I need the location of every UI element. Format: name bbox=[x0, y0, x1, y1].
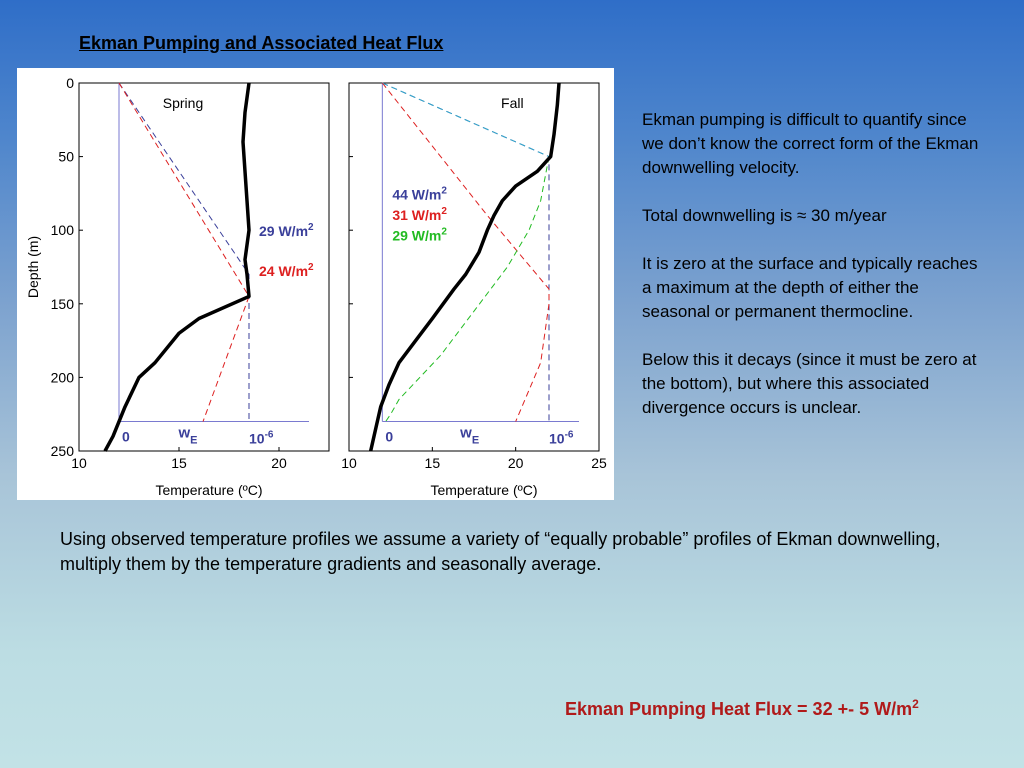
panel-1-flux-label-red: 24 W/m2 bbox=[259, 262, 314, 279]
paragraph-4: Below this it decays (since it must be z… bbox=[642, 350, 977, 417]
panel-2-season-label: Fall bbox=[501, 95, 524, 111]
panel-1-y-tick-label: 150 bbox=[51, 296, 75, 312]
panel-2-flux-label-green: 29 W/m2 bbox=[392, 227, 447, 244]
panel-2-we-name-label: wE bbox=[459, 425, 479, 447]
panel-1-x-tick-label: 10 bbox=[71, 455, 87, 471]
panel-2-x-tick-label: 25 bbox=[591, 455, 607, 471]
panel-1-we-max-label: 10-6 bbox=[249, 430, 274, 447]
panel-1-y-tick-label: 250 bbox=[51, 443, 75, 459]
explanation-text: Ekman pumping is difficult to quantify s… bbox=[642, 108, 982, 444]
paragraph-2: Total downwelling is ≈ 30 m/year bbox=[642, 206, 887, 225]
panel-2-group: 10 15 20 25 Temperature (ºC) Fall 0 wE 10-6 44 W/… bbox=[341, 82, 607, 498]
panel-1-x-tick-label: 15 bbox=[171, 455, 187, 471]
panel-2-x-axis-label: Temperature (ºC) bbox=[430, 482, 537, 498]
paragraph-3: It is zero at the surface and typically … bbox=[642, 254, 978, 321]
panel-1-y-axis-label: Depth (m) bbox=[25, 236, 41, 298]
ekman-figure: 10 15 20 0 50 100 150 200 250 Temperature (ºC) Dep… bbox=[17, 68, 614, 500]
panel-1-ekman-profile-red bbox=[118, 82, 250, 422]
panel-2-x-tick-label: 15 bbox=[425, 455, 441, 471]
panel-2-x-tick-label: 20 bbox=[508, 455, 524, 471]
panel-2-ekman-profile-blue bbox=[382, 82, 550, 422]
panel-2-flux-label-blue: 44 W/m2 bbox=[392, 185, 447, 202]
panel-2-flux-label-red: 31 W/m2 bbox=[392, 206, 447, 223]
panel-1-y-tick-label: 50 bbox=[58, 149, 74, 165]
heat-flux-summary: Ekman Pumping Heat Flux = 32 +- 5 W/m2 bbox=[565, 697, 919, 720]
panel-2-ekman-profile-cyan bbox=[382, 82, 550, 158]
panel-1-y-tick-label: 100 bbox=[51, 222, 75, 238]
method-text: Using observed temperature profiles we a… bbox=[60, 529, 941, 574]
panel-2-ekman-profile-green bbox=[385, 156, 550, 422]
slide-title: Ekman Pumping and Associated Heat Flux bbox=[79, 33, 444, 53]
panel-1-y-tick-label: 200 bbox=[51, 369, 75, 385]
panel-2-temperature-profile bbox=[368, 82, 561, 452]
panel-1-y-tick-label: 0 bbox=[66, 75, 74, 91]
panel-2-we-max-label: 10-6 bbox=[549, 430, 574, 447]
panel-1-temperature-profile bbox=[103, 82, 251, 452]
summary-superscript: 2 bbox=[912, 697, 919, 711]
panel-2-we-zero-label: 0 bbox=[385, 429, 393, 445]
panel-1-flux-label-blue: 29 W/m2 bbox=[259, 222, 314, 239]
paragraph-1: Ekman pumping is difficult to quantify s… bbox=[642, 110, 979, 177]
panel-1-x-axis-label: Temperature (ºC) bbox=[155, 482, 262, 498]
panel-1-frame bbox=[78, 82, 330, 452]
panel-2-frame bbox=[348, 82, 600, 452]
summary-text: Ekman Pumping Heat Flux = 32 +- 5 W/m bbox=[565, 699, 913, 719]
panel-2-ekman-profile-red bbox=[381, 82, 550, 422]
panel-2-x-tick-label: 10 bbox=[341, 455, 357, 471]
panel-1-season-label: Spring bbox=[163, 95, 203, 111]
panel-1-ekman-profile-blue bbox=[118, 82, 250, 422]
panel-1-we-name-label: wE bbox=[177, 425, 197, 447]
panel-1-x-tick-label: 20 bbox=[271, 455, 287, 471]
panel-1-we-zero-label: 0 bbox=[122, 429, 130, 445]
